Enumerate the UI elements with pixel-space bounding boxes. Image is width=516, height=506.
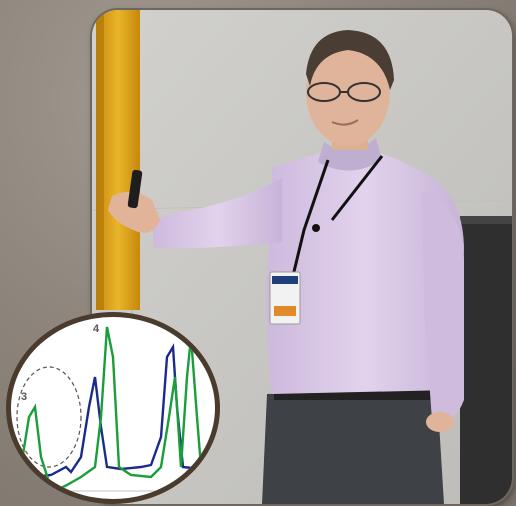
hair — [306, 30, 394, 90]
chromatogram-plot — [11, 326, 215, 492]
green-trace — [11, 326, 215, 491]
dashed-highlight — [16, 366, 82, 468]
chromatogram-inset: 3 4 — [6, 312, 220, 504]
shirt — [266, 148, 464, 394]
microphone — [312, 224, 320, 232]
hand — [108, 191, 160, 233]
peak-label-4: 4 — [93, 323, 100, 335]
extended-arm — [152, 178, 282, 249]
presenter-photo — [92, 10, 512, 504]
photo-scene — [92, 10, 512, 504]
peak-label-3: 3 — [21, 391, 28, 403]
clicker — [127, 169, 143, 209]
podium — [460, 216, 512, 504]
pants — [262, 390, 444, 504]
